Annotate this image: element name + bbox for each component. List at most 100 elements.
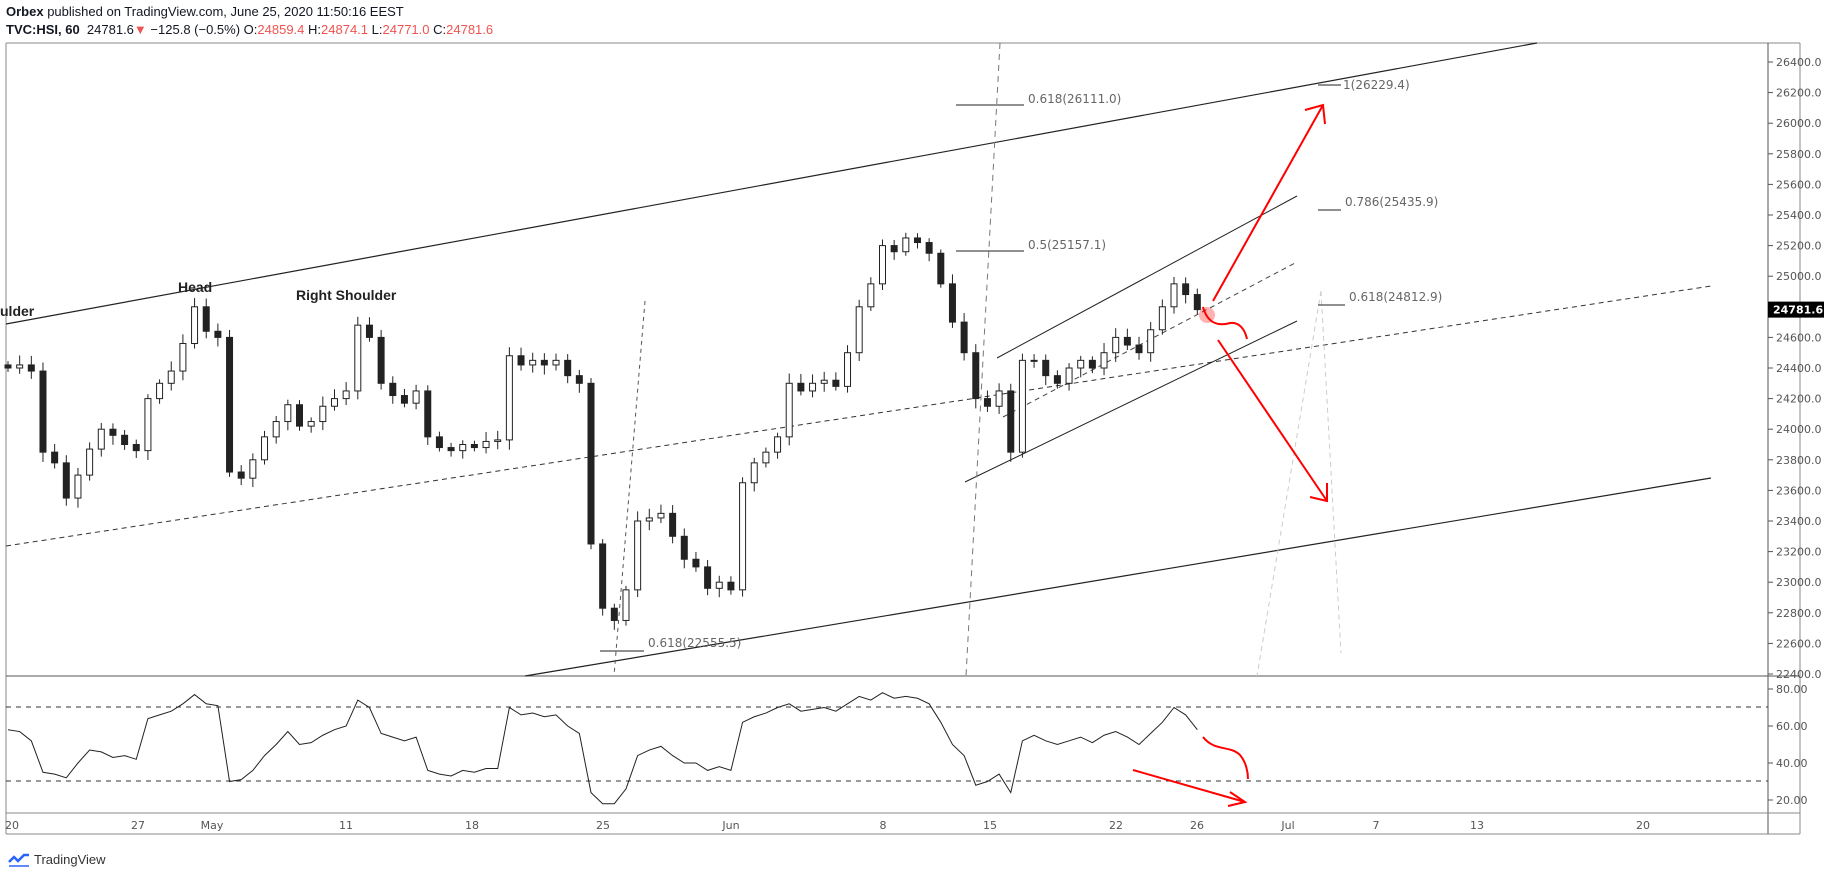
rsi-bearish-arrow[interactable] [1132, 769, 1246, 803]
time-tick-label: 22 [1109, 819, 1123, 832]
author[interactable]: Orbex [6, 4, 44, 19]
candle [774, 432, 782, 459]
close-label: C: [433, 22, 447, 37]
time-tick-label: May [201, 819, 224, 832]
candle-body [809, 382, 817, 392]
candle-body [144, 398, 152, 452]
drawings[interactable]: 1(26229.4) 0.618(26111.0) 0.786(25435.9)… [0, 42, 1712, 677]
tradingview-brand[interactable]: TradingView [34, 852, 106, 867]
fib-projection-line[interactable] [1320, 290, 1342, 654]
time-tick-label: 25 [596, 819, 610, 832]
candle [435, 431, 443, 452]
fib-label: 0.618(26111.0) [1028, 92, 1121, 106]
red-curve[interactable] [1202, 306, 1248, 340]
small-channel-upper[interactable] [996, 195, 1298, 359]
price-tick-label: 22800.0 [1776, 607, 1822, 620]
candle [97, 422, 105, 457]
price-axis[interactable]: 26400.0 26200.0 26000.0 25800.0 25600.0 25400… [1768, 56, 1824, 807]
candle [1182, 277, 1190, 304]
candle-body [296, 404, 303, 427]
price-tick-label: 23600.0 [1776, 484, 1822, 497]
candle-body [879, 245, 886, 285]
upper-channel-line[interactable] [5, 42, 1538, 325]
symbol[interactable]: TVC:HSI, 60 [6, 22, 80, 37]
candle-body [447, 447, 455, 452]
candle-body [529, 359, 537, 366]
candle-body [39, 370, 47, 453]
candle [494, 430, 502, 450]
candle-body [121, 434, 129, 446]
candle-body [156, 382, 164, 400]
candle-body [505, 355, 513, 441]
rsi-pane [6, 692, 1768, 805]
head-label[interactable]: Head [178, 279, 212, 295]
candle [995, 383, 1003, 414]
highlight-dot[interactable] [1199, 307, 1215, 323]
candle-body [645, 517, 653, 522]
candle [1158, 299, 1166, 335]
candle [575, 369, 583, 393]
candle-body [86, 448, 94, 476]
red-drawings[interactable] [1132, 103, 1328, 807]
candle [820, 371, 828, 392]
candle-body [1147, 329, 1155, 354]
candle [226, 330, 234, 477]
candle [1030, 354, 1038, 368]
candle [879, 239, 886, 290]
candle [902, 232, 910, 256]
time-axis[interactable]: 20 27 May 11 18 25 Jun 8 15 22 26 Jul 7 13 20 [5, 819, 1650, 832]
candle-body [715, 581, 723, 589]
candle [610, 603, 618, 630]
small-channel-lower[interactable] [964, 320, 1298, 483]
candle-body [51, 451, 59, 464]
candle [179, 334, 187, 381]
bullish-arrow[interactable] [1212, 104, 1324, 302]
candle-body [704, 566, 712, 589]
candle [762, 447, 770, 468]
candle-body [1030, 359, 1038, 362]
candle-body [739, 482, 747, 591]
candle [74, 467, 82, 508]
candle [191, 298, 199, 349]
candle [832, 372, 840, 391]
candle-body [972, 352, 980, 400]
rsi-tick-label: 40.00 [1776, 757, 1808, 770]
candle-body [1077, 359, 1085, 369]
rsi-red-curve[interactable] [1202, 736, 1249, 780]
candle [1018, 353, 1026, 458]
price-change: −125.8 (−0.5%) [150, 22, 241, 37]
price-tick-label: 23800.0 [1776, 454, 1822, 467]
candle-body [552, 359, 560, 366]
arrow-head-icon [1227, 791, 1248, 807]
candle [167, 361, 175, 391]
candle-body [226, 336, 234, 473]
candle-body [214, 330, 222, 338]
candle-body [319, 405, 327, 423]
candle-body [74, 474, 82, 499]
candle [1053, 370, 1061, 389]
candle [1123, 328, 1131, 351]
fib-trend-line[interactable] [965, 42, 1001, 677]
right-shoulder-label[interactable]: Right Shoulder [296, 287, 397, 303]
candle-body [587, 382, 595, 545]
high-label: H: [308, 22, 322, 37]
rsi-tick-label: 80.00 [1776, 683, 1808, 696]
time-tick-label: 13 [1470, 819, 1484, 832]
price-tick-label: 25800.0 [1776, 148, 1822, 161]
candle [447, 442, 455, 457]
candle [307, 417, 315, 433]
candle [692, 551, 700, 572]
candle [16, 355, 24, 374]
time-tick-label: Jun [721, 819, 739, 832]
fib-trend-line[interactable] [613, 300, 646, 677]
candle [202, 298, 210, 339]
left-shoulder-label[interactable]: ulder [0, 303, 35, 319]
candle-body [307, 421, 315, 427]
candle-body [1135, 344, 1143, 354]
candle [925, 238, 933, 262]
lower-channel-line[interactable] [524, 477, 1712, 677]
bearish-arrow[interactable] [1217, 339, 1328, 502]
fib-projection-line[interactable] [1256, 290, 1322, 677]
fib-label: 0.786(25435.9) [1345, 195, 1438, 209]
